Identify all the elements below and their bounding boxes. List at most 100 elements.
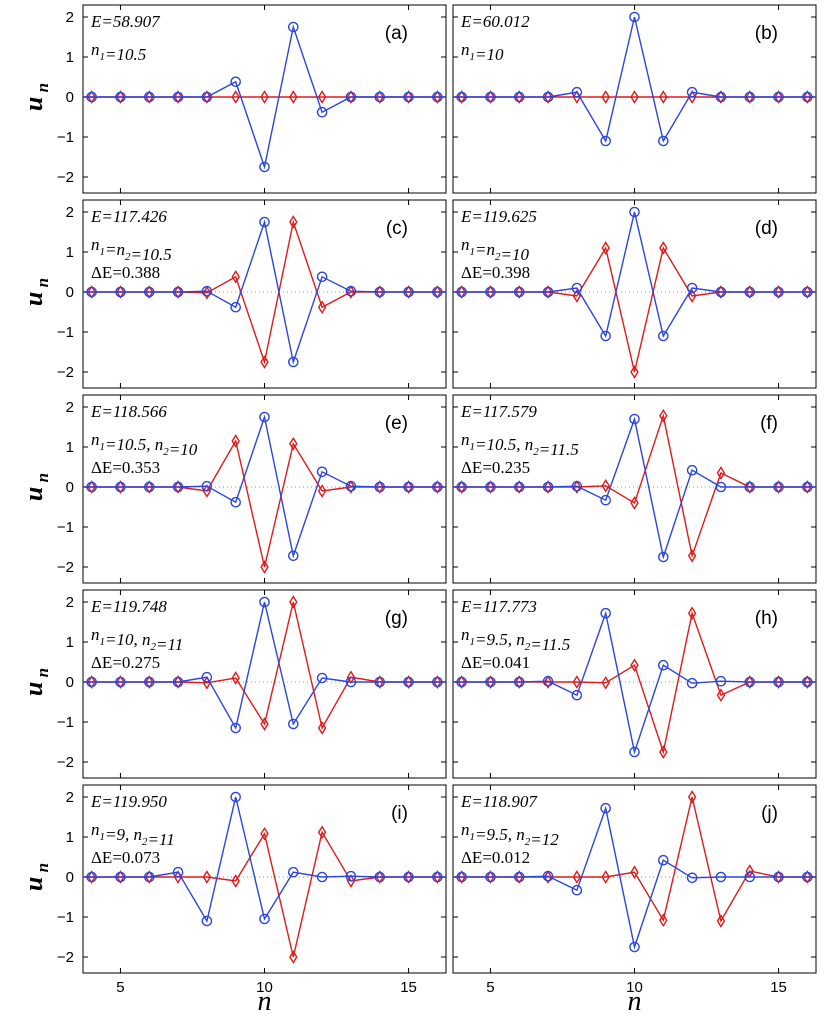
red-diamond-marker <box>375 285 384 299</box>
blue-circle-marker <box>259 216 270 228</box>
y-tick-label: −1 <box>57 909 74 926</box>
panel-label: (e) <box>385 413 408 434</box>
blue-circle-marker <box>686 282 698 294</box>
data-area <box>83 411 446 574</box>
blue-circle-marker <box>374 871 386 883</box>
red-diamond-marker <box>572 675 582 689</box>
panel-label: (b) <box>755 23 778 44</box>
blue-circle-marker <box>432 676 443 688</box>
blue-circle-marker <box>658 551 669 563</box>
blue-circle-marker <box>513 676 525 688</box>
blue-circle-marker <box>316 466 328 478</box>
red-diamond-marker <box>687 790 697 804</box>
panel-annotation: E=118.566 <box>90 402 167 421</box>
panel-frame <box>452 589 817 779</box>
y-axis-label: u n <box>19 278 52 306</box>
panel-frame <box>82 4 447 194</box>
blue-circle-marker <box>600 135 611 147</box>
blue-circle-marker <box>629 413 640 425</box>
panel-frame <box>82 589 447 779</box>
x-axis-label: n <box>628 986 642 1017</box>
red-diamond-marker <box>659 408 668 423</box>
red-diamond-marker <box>803 675 812 689</box>
blue-circle-marker <box>658 659 669 671</box>
blue-circle-marker <box>629 941 640 953</box>
y-tick-label: 2 <box>66 204 74 221</box>
blue-circle-marker <box>744 91 756 103</box>
red-diamond-marker <box>346 90 356 104</box>
blue-circle-marker <box>658 330 669 342</box>
panel-frame <box>452 394 817 584</box>
blue-circle-marker <box>485 871 496 883</box>
red-diamond-marker <box>116 90 125 104</box>
blue-circle-marker <box>115 871 126 883</box>
panel-annotation: E=58.907 <box>90 12 161 31</box>
blue-circle-marker <box>374 286 386 298</box>
red-diamond-marker <box>486 90 495 104</box>
series-blue-line <box>453 416 816 560</box>
red-diamond-marker <box>289 436 298 451</box>
red-diamond-marker <box>145 480 154 494</box>
panel-b: E=60.012 n1=10 (b) <box>452 4 817 194</box>
red-diamond-marker <box>231 269 240 284</box>
panel-label: (j) <box>761 803 778 824</box>
red-diamond-marker <box>289 950 298 964</box>
y-tick-label: −1 <box>57 324 74 341</box>
red-diamond-marker <box>457 90 466 104</box>
red-diamond-marker <box>687 289 697 303</box>
blue-circle-marker <box>86 871 97 883</box>
panel-frame <box>452 199 817 389</box>
data-area <box>83 215 446 369</box>
blue-circle-marker <box>316 106 328 118</box>
blue-circle-marker <box>773 286 784 298</box>
red-diamond-marker <box>543 90 553 104</box>
red-diamond-marker <box>486 870 495 884</box>
red-diamond-marker <box>116 285 125 299</box>
panel-i: −2 −1 0 1 2 5 10 15 E=119.950 n1=9, n2=11ΔE=0.073… <box>57 784 447 996</box>
y-tick-label: −2 <box>57 559 74 576</box>
red-diamond-marker <box>145 285 154 299</box>
blue-circle-marker <box>172 866 184 878</box>
red-diamond-marker <box>601 675 610 690</box>
red-diamond-marker <box>317 721 327 735</box>
red-diamond-marker <box>87 870 96 884</box>
red-diamond-marker <box>457 480 466 494</box>
red-diamond-marker <box>260 90 269 104</box>
red-diamond-marker <box>543 675 553 689</box>
blue-circle-marker <box>686 677 698 689</box>
red-diamond-marker <box>659 913 668 928</box>
series-blue-line <box>453 805 816 950</box>
data-area <box>453 11 816 147</box>
blue-circle-marker <box>773 481 784 493</box>
red-diamond-marker <box>375 870 384 884</box>
red-diamond-marker <box>87 480 96 494</box>
red-diamond-marker <box>745 480 754 494</box>
red-diamond-marker <box>404 90 413 104</box>
panel-annotation: E=60.012 <box>460 12 530 31</box>
blue-circle-marker <box>432 286 443 298</box>
blue-circle-marker <box>172 481 184 493</box>
blue-circle-marker <box>686 86 698 98</box>
blue-circle-marker <box>259 411 270 423</box>
panel-label: (d) <box>755 218 778 239</box>
panel-frame <box>82 394 447 584</box>
blue-circle-marker <box>374 481 386 493</box>
blue-circle-marker <box>629 206 640 218</box>
panel-frame <box>82 784 447 974</box>
blue-circle-marker <box>513 286 525 298</box>
red-diamond-marker <box>774 90 783 104</box>
red-diamond-marker <box>572 480 582 494</box>
y-tick-label: −1 <box>57 519 74 536</box>
blue-circle-marker <box>143 676 155 688</box>
red-diamond-marker <box>716 285 726 299</box>
blue-circle-marker <box>456 481 467 493</box>
blue-circle-marker <box>288 866 299 878</box>
red-diamond-marker <box>404 285 413 299</box>
blue-circle-marker <box>715 91 727 103</box>
panel-annotation: E=117.579 <box>460 402 537 421</box>
panel-annotation: n1=10.5, n2=10 <box>91 430 198 459</box>
blue-circle-marker <box>288 550 299 562</box>
panel-annotation: E=117.773 <box>460 597 537 616</box>
